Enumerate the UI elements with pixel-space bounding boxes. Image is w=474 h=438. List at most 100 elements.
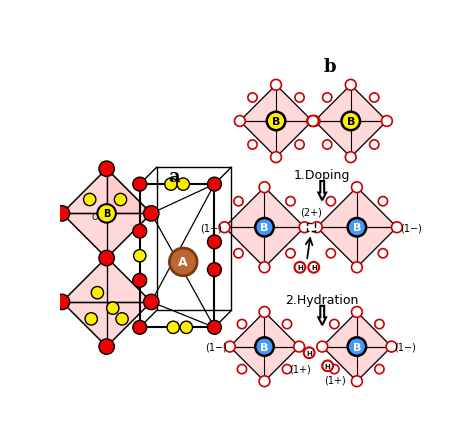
Circle shape (271, 80, 282, 91)
Circle shape (330, 365, 339, 374)
Circle shape (286, 197, 295, 206)
Circle shape (237, 365, 246, 374)
Text: B: B (272, 117, 280, 127)
Text: (1−): (1−) (400, 223, 422, 233)
Circle shape (169, 248, 197, 276)
Text: B: B (260, 342, 269, 352)
Circle shape (116, 313, 128, 325)
Circle shape (267, 113, 285, 131)
Text: B: B (353, 342, 361, 352)
Circle shape (99, 251, 114, 266)
Circle shape (255, 219, 273, 237)
Circle shape (144, 206, 159, 222)
Text: (1+): (1+) (324, 375, 346, 385)
Circle shape (304, 348, 315, 358)
Circle shape (295, 94, 304, 103)
Circle shape (370, 94, 379, 103)
Circle shape (378, 249, 388, 258)
Circle shape (259, 376, 270, 387)
Circle shape (323, 94, 332, 103)
Circle shape (294, 341, 304, 352)
Circle shape (55, 206, 70, 222)
Circle shape (294, 262, 305, 273)
Circle shape (225, 341, 235, 352)
Circle shape (370, 141, 379, 150)
Bar (307, 224, 315, 232)
Circle shape (311, 223, 322, 233)
Circle shape (330, 320, 339, 329)
Polygon shape (317, 188, 397, 268)
Circle shape (308, 117, 319, 127)
Circle shape (237, 320, 246, 329)
Text: (1−): (1−) (394, 342, 416, 352)
Circle shape (352, 182, 362, 193)
Circle shape (317, 341, 328, 352)
Circle shape (283, 320, 292, 329)
Text: 2.Hydration: 2.Hydration (285, 293, 359, 307)
Polygon shape (230, 312, 299, 381)
Circle shape (208, 178, 221, 191)
Circle shape (133, 274, 146, 288)
Text: H: H (297, 265, 303, 271)
Polygon shape (319, 306, 326, 325)
Circle shape (177, 179, 190, 191)
Circle shape (219, 223, 230, 233)
Circle shape (134, 250, 146, 262)
Circle shape (375, 320, 384, 329)
Circle shape (346, 152, 356, 163)
Text: b: b (324, 57, 336, 75)
Text: H: H (325, 363, 330, 369)
Circle shape (378, 197, 388, 206)
Circle shape (299, 223, 310, 233)
Polygon shape (225, 188, 304, 268)
Circle shape (295, 141, 304, 150)
Circle shape (97, 205, 116, 223)
Circle shape (208, 321, 221, 335)
Circle shape (382, 117, 392, 127)
Circle shape (91, 287, 103, 299)
Circle shape (271, 152, 282, 163)
Circle shape (347, 219, 366, 237)
Text: O: O (91, 212, 98, 222)
Circle shape (55, 295, 70, 310)
Circle shape (347, 338, 366, 356)
Polygon shape (240, 85, 312, 158)
Polygon shape (62, 170, 151, 258)
Text: (1−): (1−) (205, 342, 227, 352)
Text: B: B (103, 209, 110, 219)
Circle shape (259, 262, 270, 273)
Circle shape (341, 113, 360, 131)
Circle shape (114, 194, 127, 206)
Circle shape (259, 307, 270, 318)
Text: a: a (169, 168, 180, 186)
Circle shape (107, 302, 119, 314)
Circle shape (326, 249, 336, 258)
Polygon shape (319, 182, 326, 201)
Circle shape (392, 223, 402, 233)
Circle shape (133, 178, 146, 191)
Circle shape (133, 225, 146, 238)
Circle shape (259, 182, 270, 193)
Circle shape (309, 117, 320, 127)
Circle shape (386, 341, 397, 352)
Circle shape (286, 249, 295, 258)
Circle shape (352, 262, 362, 273)
Circle shape (248, 141, 257, 150)
Circle shape (133, 321, 146, 335)
Circle shape (352, 376, 362, 387)
Polygon shape (107, 170, 151, 214)
Circle shape (309, 262, 319, 273)
Circle shape (165, 179, 177, 191)
Text: (1+): (1+) (289, 363, 311, 373)
Circle shape (144, 295, 159, 310)
Polygon shape (315, 85, 387, 158)
Circle shape (307, 117, 318, 127)
Circle shape (283, 365, 292, 374)
Circle shape (248, 94, 257, 103)
Circle shape (235, 117, 245, 127)
Circle shape (99, 162, 114, 177)
Circle shape (167, 321, 179, 334)
Circle shape (83, 194, 96, 206)
Polygon shape (62, 258, 151, 347)
Text: A: A (178, 256, 188, 269)
